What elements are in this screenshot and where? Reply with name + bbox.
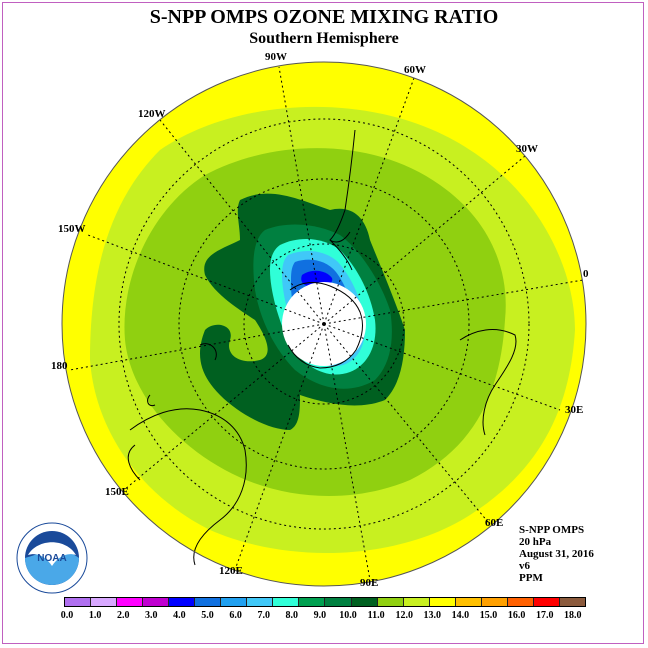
colorbar-swatch bbox=[221, 598, 248, 606]
colorbar-tick-label: 18.0 bbox=[564, 610, 582, 621]
colorbar-swatch bbox=[429, 598, 456, 606]
colorbar-swatch bbox=[117, 598, 144, 606]
info-block: S-NPP OMPS 20 hPa August 31, 2016 v6 PPM bbox=[519, 524, 594, 584]
map-boundary bbox=[61, 61, 587, 587]
colorbar-tick-label: 11.0 bbox=[367, 610, 385, 621]
colorbar-swatch bbox=[455, 598, 482, 606]
colorbar-tick-label: 3.0 bbox=[145, 610, 158, 621]
colorbar-tick-label: 16.0 bbox=[507, 610, 526, 621]
colorbar-swatch bbox=[91, 598, 118, 606]
lon-label-60w: 60W bbox=[404, 64, 426, 76]
colorbar-swatch bbox=[325, 598, 352, 606]
instrument-label: S-NPP OMPS bbox=[519, 524, 585, 536]
colorbar-swatch bbox=[169, 598, 196, 606]
colorbar-swatch bbox=[143, 598, 170, 606]
colorbar-tick-label: 7.0 bbox=[257, 610, 270, 621]
colorbar-swatch bbox=[533, 598, 560, 606]
lon-label-90w: 90W bbox=[265, 51, 287, 63]
south-pole-marker bbox=[322, 322, 326, 326]
logo-text: NOAA bbox=[37, 553, 66, 564]
colorbar-tick-label: 0.0 bbox=[60, 610, 74, 621]
colorbar-tick-label: 17.0 bbox=[535, 610, 554, 621]
colorbar bbox=[64, 597, 586, 607]
units-label: PPM bbox=[519, 572, 543, 584]
pressure-level: 20 hPa bbox=[519, 536, 552, 548]
noaa-logo: NOAA bbox=[16, 522, 88, 594]
colorbar-tick-label: 1.0 bbox=[88, 610, 102, 621]
lon-label-0: 0 bbox=[583, 268, 589, 280]
colorbar-swatch bbox=[247, 598, 274, 606]
colorbar-tick-label: 14.0 bbox=[451, 610, 470, 621]
map-subtitle: Southern Hemisphere bbox=[249, 30, 399, 47]
colorbar-swatch bbox=[273, 598, 300, 606]
colorbar-tick-label: 15.0 bbox=[479, 610, 498, 621]
colorbar-tick-label: 12.0 bbox=[395, 610, 413, 621]
lon-label-120e: 120E bbox=[219, 565, 243, 577]
lon-label-30e: 30E bbox=[565, 404, 584, 416]
coastlines bbox=[127, 129, 517, 566]
lon-label-30w: 30W bbox=[516, 143, 538, 155]
colorbar-swatch bbox=[481, 598, 508, 606]
lon-label-120w: 120W bbox=[138, 108, 166, 120]
version-label: v6 bbox=[519, 560, 530, 572]
colorbar-tick-label: 9.0 bbox=[313, 610, 327, 621]
colorbar-swatch bbox=[195, 598, 222, 606]
lon-label-60e: 60E bbox=[485, 517, 504, 529]
lon-label-90e: 90E bbox=[360, 577, 379, 589]
colorbar-tick-label: 6.0 bbox=[229, 610, 242, 621]
date-label: August 31, 2016 bbox=[519, 548, 594, 560]
colorbar-tick-label: 4.0 bbox=[173, 610, 186, 621]
colorbar-swatch bbox=[351, 598, 378, 606]
colorbar-tick-label: 13.0 bbox=[423, 610, 442, 621]
map-title: S-NPP OMPS OZONE MIXING RATIO bbox=[149, 6, 499, 28]
graticule bbox=[69, 66, 584, 581]
colorbar-swatch bbox=[507, 598, 534, 606]
colorbar-tick-label: 10.0 bbox=[339, 610, 357, 621]
colorbar-tick-label: 5.0 bbox=[201, 610, 214, 621]
colorbar-tick-label: 8.0 bbox=[285, 610, 299, 621]
lon-label-150w: 150W bbox=[58, 223, 86, 235]
lon-label-180: 180 bbox=[51, 360, 68, 372]
lon-label-150e: 150E bbox=[105, 486, 129, 498]
colorbar-swatch bbox=[377, 598, 404, 606]
colorbar-swatch bbox=[403, 598, 430, 606]
colorbar-tick-label: 2.0 bbox=[116, 610, 130, 621]
colorbar-swatch bbox=[559, 598, 585, 606]
colorbar-swatch bbox=[65, 598, 92, 606]
colorbar-swatch bbox=[299, 598, 326, 606]
